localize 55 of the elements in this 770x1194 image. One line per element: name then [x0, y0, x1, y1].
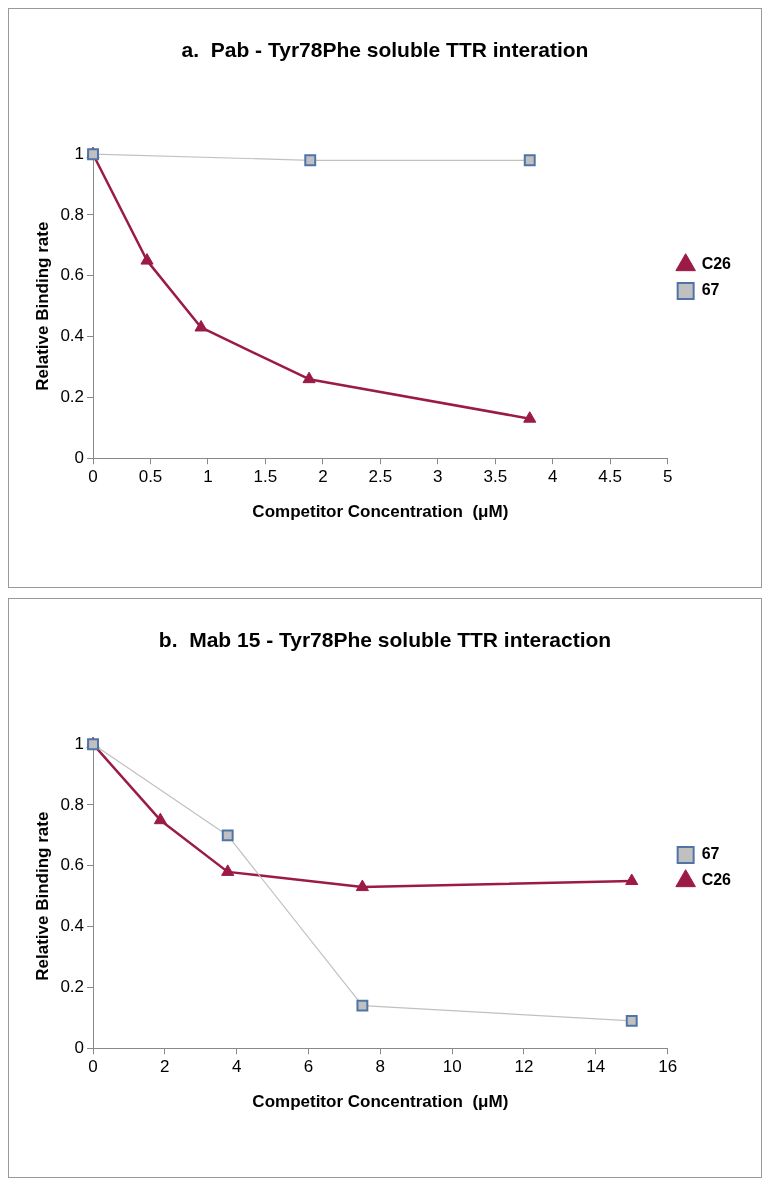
- y-tick-label: 0.2: [60, 977, 85, 997]
- x-axis-title: Competitor Concentration (μM): [252, 1092, 509, 1112]
- legend-label: C26: [701, 255, 732, 273]
- y-tick-label: 1: [74, 733, 85, 753]
- chart-title: b. Mab 15 - Tyr78Phe soluble TTR interaction: [158, 628, 612, 652]
- y-tick-label: 0: [74, 447, 85, 467]
- x-tick-label: 6: [303, 1057, 314, 1077]
- y-tick-label: 0.6: [60, 855, 85, 875]
- chart-title: a. Pab - Tyr78Phe soluble TTR interation: [181, 38, 589, 62]
- x-tick-label: 10: [442, 1057, 462, 1077]
- point: [625, 873, 639, 885]
- point: [625, 1014, 638, 1027]
- point: [221, 829, 234, 842]
- point: [355, 879, 369, 892]
- point: [221, 864, 235, 876]
- y-tick-label: 0: [74, 1037, 85, 1057]
- legend-label: C26: [701, 871, 732, 889]
- x-tick-label: 8: [375, 1057, 386, 1077]
- y-axis-title: Relative Binding rate: [32, 221, 52, 391]
- point: [302, 371, 316, 384]
- x-tick-label: 14: [586, 1057, 606, 1077]
- legend-label: 67: [701, 281, 720, 299]
- point: [304, 154, 317, 167]
- y-tick-label: 0.2: [60, 387, 85, 407]
- point: [194, 319, 208, 332]
- point: [153, 812, 167, 825]
- y-tick-label: 0.4: [60, 916, 85, 936]
- y-tick-label: 0.6: [60, 265, 85, 285]
- y-tick-label: 1: [74, 143, 85, 163]
- point: [523, 411, 537, 423]
- x-tick-label: 4.5: [598, 467, 623, 487]
- x-tick-label: 12: [514, 1057, 534, 1077]
- x-tick-label: 3.5: [483, 467, 508, 487]
- y-tick-label: 0.8: [60, 794, 85, 814]
- x-tick-label: 0: [88, 467, 98, 487]
- point: [356, 999, 369, 1012]
- y-tick-label: 0.8: [60, 204, 85, 224]
- x-tick-label: 2.5: [368, 467, 393, 487]
- x-tick-label: 5: [662, 467, 673, 487]
- x-tick-label: 0.5: [138, 467, 163, 487]
- y-axis-title: Relative Binding rate: [32, 811, 52, 981]
- x-axis-title: Competitor Concentration (μM): [252, 502, 509, 522]
- x-tick-label: 4: [547, 467, 558, 487]
- point: [523, 154, 536, 167]
- x-tick-label: 1.5: [253, 467, 278, 487]
- point: [140, 253, 154, 265]
- legend-label: 67: [701, 845, 720, 863]
- x-tick-label: 2: [160, 1057, 170, 1077]
- x-tick-label: 4: [231, 1057, 242, 1077]
- x-tick-label: 16: [658, 1057, 678, 1077]
- y-tick-label: 0.4: [60, 326, 85, 346]
- x-tick-label: 2: [318, 467, 328, 487]
- x-tick-label: 1: [203, 467, 213, 487]
- x-tick-label: 0: [88, 1057, 98, 1077]
- x-tick-label: 3: [433, 467, 443, 487]
